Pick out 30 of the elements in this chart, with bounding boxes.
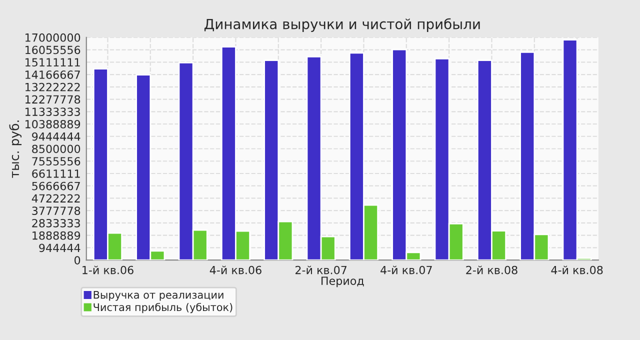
y-tick-label: 8500000 <box>32 144 80 154</box>
legend-label: Выручка от реализации <box>94 291 224 301</box>
legend-label: Чистая прибыль (убыток) <box>94 302 232 314</box>
y-tick-label: 11333333 <box>26 108 80 116</box>
y-tick-label: 15111111 <box>26 58 80 67</box>
x-axis-title: Период <box>322 276 364 288</box>
y-tick-label: 14166667 <box>26 70 80 79</box>
y-tick-label: 0 <box>74 256 80 264</box>
x-tick-label: 1-й кв.06 <box>82 266 134 274</box>
y-tick-label: 10388889 <box>26 120 80 128</box>
y-tick-label: 12277778 <box>26 95 80 104</box>
y-tick-label: 13222222 <box>26 82 80 92</box>
y-tick-label: 944444 <box>39 244 80 252</box>
y-tick-label: 3777778 <box>32 206 80 215</box>
x-tick-label: 2-й кв.08 <box>466 266 518 274</box>
x-tick-label: 2-й кв.07 <box>296 266 346 274</box>
y-tick-label: 16055556 <box>26 46 80 54</box>
y-tick-label: 5666667 <box>32 182 80 190</box>
y-tick-label: 1888889 <box>32 231 80 240</box>
chart-title: Динамика выручки и чистой прибыли <box>204 18 480 32</box>
y-tick-label: 6611111 <box>32 169 80 178</box>
x-tick-label: 4-й кв.06 <box>210 266 262 274</box>
y-tick-label: 17000000 <box>26 33 80 42</box>
y-tick-label: 2833333 <box>32 218 80 228</box>
x-tick-label: 4-й кв.07 <box>380 266 432 274</box>
x-tick-label: 4-й кв.08 <box>551 266 603 274</box>
y-tick-label: 7555556 <box>32 157 80 166</box>
y-tick-label: 9444444 <box>32 132 80 141</box>
y-axis-title: тыс. руб. <box>9 120 22 178</box>
y-tick-label: 4722222 <box>32 194 80 202</box>
